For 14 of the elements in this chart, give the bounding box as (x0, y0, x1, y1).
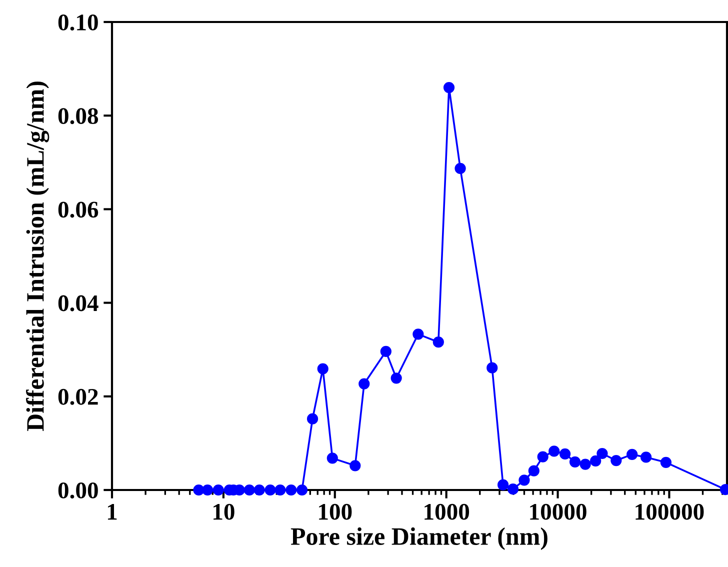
x-axis-title: Pore size Diameter (nm) (290, 527, 548, 550)
x-tick-label: 1 (108, 504, 117, 520)
x-tick-label: 100 (319, 504, 352, 520)
y-tick-label: 0.06 (58, 202, 98, 218)
y-tick-label: 0.10 (58, 14, 98, 31)
y-tick-label: 0.04 (58, 295, 98, 312)
y-axis-title: Differential Intrusion (mL/g/nm) (26, 82, 50, 432)
y-tick-label: 0.00 (58, 482, 98, 499)
y-tick-label: 0.08 (58, 108, 98, 124)
x-tick-label: 1000 (424, 504, 470, 520)
x-tick-label: 10000 (530, 504, 586, 520)
y-tick-label: 0.02 (58, 388, 98, 405)
x-tick-label: 100000 (636, 504, 704, 520)
x-tick-label: 10 (214, 504, 234, 520)
